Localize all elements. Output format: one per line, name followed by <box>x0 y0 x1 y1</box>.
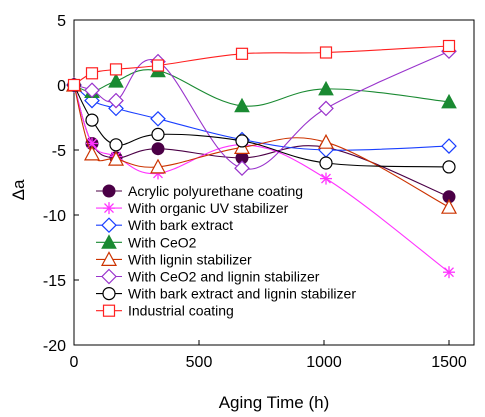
data-point <box>320 172 332 185</box>
series-1 <box>68 79 455 279</box>
x-tick-label: 500 <box>186 354 213 371</box>
legend-label: With lignin stabilizer <box>128 251 252 267</box>
data-point <box>317 133 335 149</box>
data-point <box>85 113 99 127</box>
data-point <box>150 110 166 127</box>
data-point <box>318 80 334 96</box>
data-point <box>319 46 333 59</box>
legend-label: With organic UV stabilizer <box>128 200 289 216</box>
y-tick-label: -10 <box>43 208 66 225</box>
legend-label: With CeO2 <box>128 234 197 250</box>
x-tick-label: 0 <box>70 354 79 371</box>
data-point <box>108 73 124 88</box>
legend-item: With bark extract <box>96 217 233 233</box>
legend-item: With organic UV stabilizer <box>96 200 289 216</box>
series-7 <box>67 39 456 92</box>
data-point <box>108 92 124 109</box>
legend-label: Acrylic polyurethane coating <box>128 183 303 199</box>
y-tick-label: 0 <box>57 78 66 95</box>
data-point <box>319 156 333 170</box>
legend-item: Industrial coating <box>96 303 234 319</box>
y-tick-label: -5 <box>52 143 66 160</box>
data-point <box>109 63 123 76</box>
y-tick-label: -20 <box>43 338 66 355</box>
data-point <box>442 160 456 174</box>
data-point <box>235 134 249 148</box>
y-tick-label: -15 <box>43 273 66 290</box>
x-axis-label: Aging Time (h) <box>219 393 330 412</box>
x-tick-label: 1000 <box>306 354 342 371</box>
data-point <box>442 39 456 53</box>
data-point <box>151 142 165 156</box>
legend-marker <box>100 251 118 266</box>
data-point <box>84 82 100 99</box>
data-point <box>234 160 250 177</box>
data-point <box>443 266 455 279</box>
legend-label: With bark extract and lignin stabilizer <box>128 286 356 302</box>
data-point <box>235 47 249 60</box>
data-point <box>441 93 457 109</box>
data-point <box>440 198 458 214</box>
data-point <box>234 97 250 113</box>
x-tick-label: 1500 <box>431 354 467 371</box>
data-point <box>441 138 457 154</box>
data-point <box>83 145 101 161</box>
legend-marker <box>102 304 116 317</box>
series-line <box>73 50 450 170</box>
legend-label: With bark extract <box>128 217 233 233</box>
legend-marker <box>102 184 116 198</box>
series-layer <box>65 39 458 279</box>
legend-item: Acrylic polyurethane coating <box>96 183 303 199</box>
y-tick-label: 5 <box>57 13 66 30</box>
plot-frame <box>73 19 475 346</box>
legend-marker <box>103 202 115 215</box>
data-point <box>151 127 165 141</box>
data-point <box>67 78 81 92</box>
legend-marker <box>101 234 117 249</box>
legend-item: With CeO2 <box>96 234 197 250</box>
data-point <box>109 138 123 152</box>
series-line <box>73 69 450 107</box>
legend-item: With lignin stabilizer <box>96 251 252 267</box>
legend-item: With bark extract and lignin stabilizer <box>96 286 356 302</box>
series-line <box>73 84 450 198</box>
legend-label: Industrial coating <box>128 303 234 319</box>
data-point <box>318 100 334 117</box>
legend-marker <box>101 268 117 285</box>
legend-item: With CeO2 and lignin stabilizer <box>96 269 320 285</box>
legend-label: With CeO2 and lignin stabilizer <box>128 269 320 285</box>
legend-marker <box>101 217 117 234</box>
series-6 <box>67 78 456 174</box>
data-point <box>151 59 165 72</box>
data-point <box>149 158 167 174</box>
legend-marker <box>102 287 116 301</box>
data-point <box>85 67 99 80</box>
plot-area: 50-5-10-15-200 500 1000 1500 <box>43 13 475 371</box>
data-point <box>107 150 125 166</box>
y-axis-label: Δa <box>9 179 28 200</box>
